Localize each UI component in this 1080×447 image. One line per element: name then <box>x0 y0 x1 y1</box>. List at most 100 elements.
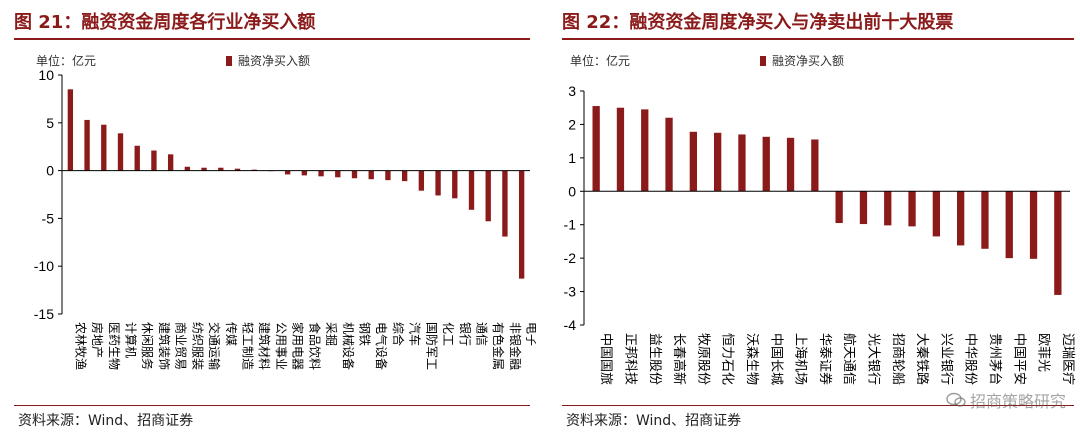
bar <box>468 170 475 210</box>
bar <box>1029 191 1038 259</box>
bar <box>616 107 625 192</box>
stock-bar-chart: 3 2 1 0 -1 -2 -3 -4 中国国旅 正邦科技 益生股份 长春高新 牧原股份 恒力石化 沃森生物… <box>564 83 1075 385</box>
bar <box>318 170 324 177</box>
x-tick-label: 传媒 <box>224 322 239 346</box>
source-rule <box>562 405 1074 406</box>
bar <box>101 124 107 171</box>
x-tick-label: 商业贸易 <box>174 322 189 370</box>
watermark-text: 招商策略研究 <box>969 392 1066 411</box>
x-tick-label: 正邦科技 <box>622 333 637 385</box>
x-tick-label: 纺织服装 <box>190 322 204 370</box>
x-tick-label: 医药生物 <box>107 322 121 370</box>
x-tick-label: 机械设备 <box>341 322 356 370</box>
bar <box>452 170 458 199</box>
wechat-icon <box>946 392 966 407</box>
bar <box>301 170 308 176</box>
x-tick-label: 计算机 <box>124 322 139 358</box>
bar <box>932 191 940 237</box>
bar <box>1005 191 1013 259</box>
bar <box>811 139 819 192</box>
bar <box>502 170 508 237</box>
y-tick-label: -3 <box>564 284 577 300</box>
stock-net-buy-panel: 图 22：融资资金周度净买入与净卖出前十大股票 单位：亿元 融资净买入额 3 2 1… <box>548 0 1080 447</box>
x-tick-label: 轻工制造 <box>241 322 255 370</box>
bar <box>714 132 722 192</box>
bar <box>167 154 174 171</box>
x-tick-label: 中国平安 <box>1011 333 1026 385</box>
bar <box>786 137 795 192</box>
x-tick-label: 有色金属 <box>491 322 506 370</box>
title-rule <box>14 38 530 40</box>
x-tick-label: 房地产 <box>90 322 105 358</box>
legend: 融资净买入额 <box>226 52 310 69</box>
y-tick-label: -10 <box>34 258 54 274</box>
source-note: 资料来源：Wind、招商证券 <box>18 413 194 429</box>
x-tick-label: 汽车 <box>408 322 423 346</box>
x-tick-label: 光大银行 <box>865 333 880 385</box>
bar <box>689 131 697 192</box>
legend-swatch <box>760 55 766 66</box>
bar <box>665 117 673 192</box>
bar <box>351 170 358 179</box>
figure-22-title: 图 22：融资资金周度净买入与净卖出前十大股票 <box>562 12 954 33</box>
x-tick-label: 中国长城 <box>768 333 783 385</box>
bar <box>385 170 391 181</box>
bar <box>184 166 191 171</box>
industry-bar-chart: 10 5 0 -5 -10 -15 农林牧渔 房地产 医药生物 计算机 休闲服务 建筑装饰 商业贸易 纺织… <box>34 67 536 370</box>
bar <box>435 170 441 196</box>
x-tick-label: 沃森生物 <box>744 333 759 385</box>
x-tick-label: 化工 <box>441 322 455 346</box>
bar <box>518 170 525 279</box>
x-tick-label: 中国国旅 <box>598 333 613 385</box>
x-tick-label: 家用电器 <box>291 322 306 370</box>
x-tick-label: 公用事业 <box>274 322 288 370</box>
source-note: 资料来源：Wind、招商证券 <box>566 413 742 429</box>
x-tick-label: 欧菲光 <box>1036 333 1051 372</box>
y-tick-label: 5 <box>46 115 54 131</box>
bar <box>134 145 140 171</box>
unit-label: 单位：亿元 <box>570 54 631 68</box>
source-rule <box>14 405 530 406</box>
y-tick-label: -1 <box>564 217 577 233</box>
x-tick-label: 电气设备 <box>374 322 389 370</box>
x-tick-label: 食品饮料 <box>307 322 322 370</box>
y-tick-label: 0 <box>568 183 576 199</box>
bar <box>859 191 868 225</box>
x-tick-label: 大秦铁路 <box>914 333 930 385</box>
bar <box>418 170 425 191</box>
bar <box>234 168 241 171</box>
y-tick-label: 10 <box>38 67 54 83</box>
x-tick-label: 兴业银行 <box>938 333 953 385</box>
legend: 融资净买入额 <box>760 52 844 69</box>
bar <box>957 191 965 246</box>
y-tick-label: 1 <box>568 150 576 166</box>
y-tick-label: -5 <box>42 210 55 226</box>
x-tick-label: 中华股份 <box>963 333 978 385</box>
y-tick-label: 2 <box>568 116 576 132</box>
x-tick-label: 贵州茅台 <box>987 333 1002 385</box>
bar <box>908 191 916 227</box>
x-tick-label: 航天通信 <box>841 333 857 385</box>
x-tick-label: 钢铁 <box>358 322 372 346</box>
bar <box>151 150 157 171</box>
legend-label: 融资净买入额 <box>772 54 845 68</box>
bar <box>762 136 770 192</box>
y-tick-label: 0 <box>46 163 54 179</box>
title-rule <box>562 38 1074 40</box>
y-tick-label: -15 <box>34 306 54 322</box>
x-tick-label: 休闲服务 <box>140 322 155 370</box>
y-tick-label: -4 <box>564 317 577 333</box>
bar <box>218 167 224 171</box>
x-tick-label: 农林牧渔 <box>73 322 87 370</box>
x-tick-label: 综合 <box>391 322 406 346</box>
x-tick-label: 迈瑞医疗 <box>1060 333 1075 385</box>
x-tick-label: 电子 <box>525 322 536 346</box>
bar <box>335 170 341 178</box>
legend-swatch <box>226 55 232 66</box>
watermark: 招商策略研究 <box>946 388 1066 412</box>
x-tick-label: 长春高新 <box>671 333 687 385</box>
y-tick-label: 3 <box>568 83 576 99</box>
industry-net-buy-panel: 图 21：融资资金周度各行业净买入额 单位：亿元 融资净买入额 10 5 0 -5 -1… <box>0 0 536 447</box>
figure-21-title: 图 21：融资资金周度各行业净买入额 <box>14 12 316 33</box>
bar <box>884 191 892 226</box>
